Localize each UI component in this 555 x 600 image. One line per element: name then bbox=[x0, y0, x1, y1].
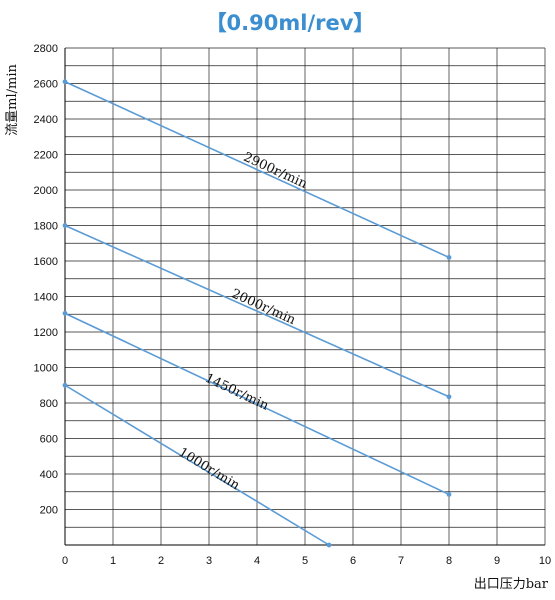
x-tick-label: 3 bbox=[206, 555, 212, 567]
y-tick-label: 200 bbox=[40, 505, 58, 517]
data-point bbox=[62, 382, 68, 388]
x-tick-label: 9 bbox=[494, 555, 500, 567]
y-tick-label: 2200 bbox=[34, 150, 58, 162]
series-label-2: 2000r/min bbox=[229, 286, 298, 328]
y-axis-label: 流量ml/min bbox=[5, 64, 20, 136]
data-point bbox=[446, 394, 452, 400]
x-tick-label: 5 bbox=[302, 555, 308, 567]
x-tick-label: 1 bbox=[110, 555, 116, 567]
series-line-4 bbox=[64, 384, 330, 546]
series-line-3 bbox=[64, 312, 450, 496]
y-tick-label: 2600 bbox=[34, 79, 58, 91]
series-line-1 bbox=[64, 80, 450, 259]
y-tick-label: 1000 bbox=[34, 363, 58, 375]
y-tick-label: 2000 bbox=[34, 185, 58, 197]
x-tick-label: 8 bbox=[446, 555, 452, 567]
x-tick-label: 7 bbox=[398, 555, 404, 567]
series-line-2 bbox=[64, 224, 450, 398]
data-point bbox=[62, 223, 68, 228]
data-point bbox=[62, 310, 68, 316]
y-tick-label: 800 bbox=[40, 398, 58, 410]
x-tick-label: 4 bbox=[254, 555, 260, 567]
grid bbox=[64, 47, 546, 546]
y-tick-label: 1600 bbox=[34, 256, 58, 268]
x-axis-label: 出口压力bar bbox=[474, 577, 549, 592]
series-label-3: 1450r/min bbox=[202, 371, 271, 414]
series-lines bbox=[62, 79, 452, 548]
y-tick-label: 2800 bbox=[34, 43, 58, 55]
x-tick-label: 0 bbox=[62, 555, 68, 567]
x-tick-label: 2 bbox=[158, 555, 164, 567]
data-point bbox=[62, 79, 68, 85]
y-tick-label: 1200 bbox=[34, 327, 58, 339]
y-tick-label: 600 bbox=[40, 434, 58, 446]
x-tick-label: 10 bbox=[539, 555, 551, 567]
x-tick-label: 6 bbox=[350, 555, 356, 567]
y-tick-label: 1800 bbox=[34, 221, 58, 233]
y-tick-label: 1400 bbox=[34, 292, 58, 304]
data-point bbox=[326, 542, 332, 548]
y-tick-label: 2400 bbox=[34, 114, 58, 126]
data-point bbox=[446, 255, 452, 260]
data-point bbox=[446, 492, 452, 497]
chart-title: 【0.90ml/rev】 bbox=[206, 11, 375, 35]
axes: 2004006008001000120014001600180020002200… bbox=[34, 43, 552, 567]
series-label-1: 2900r/min bbox=[241, 150, 310, 192]
y-tick-label: 400 bbox=[40, 469, 58, 481]
